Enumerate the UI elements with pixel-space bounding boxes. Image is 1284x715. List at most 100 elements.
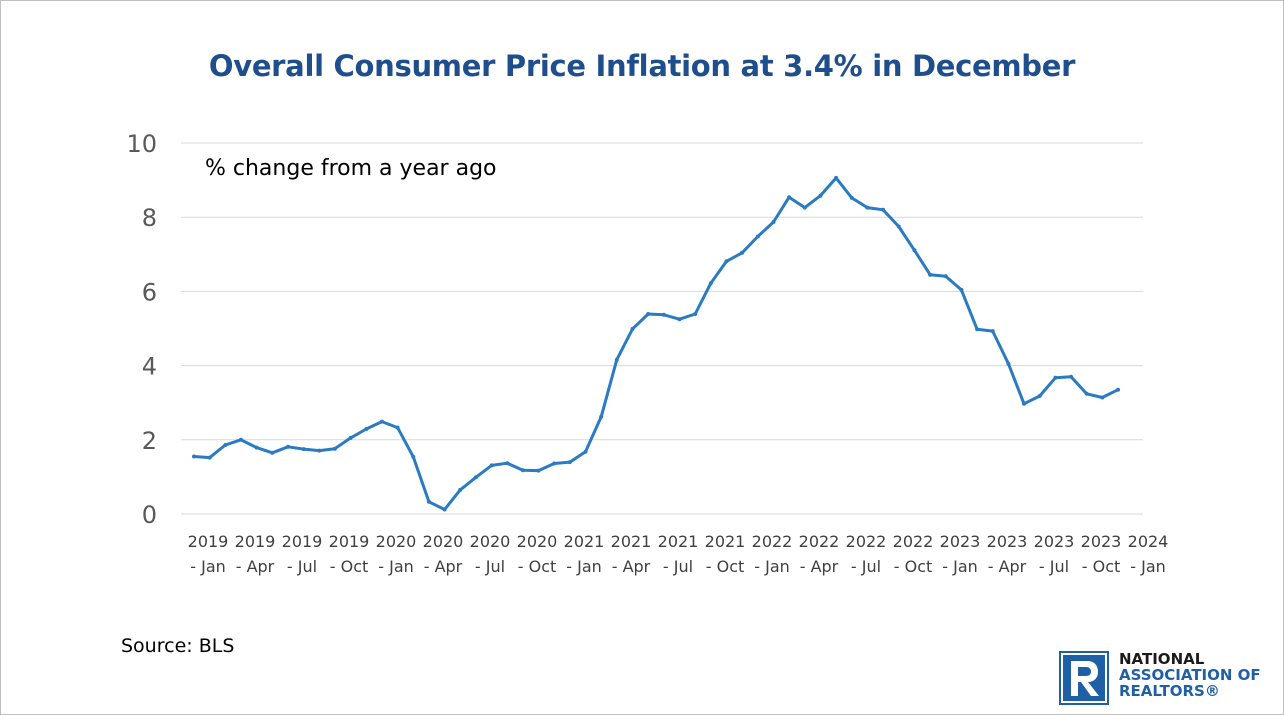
data-point — [912, 248, 917, 253]
logo-line-2: ASSOCIATION OF — [1119, 666, 1261, 684]
data-point — [301, 447, 306, 452]
x-tick-month: - Apr — [424, 557, 463, 576]
data-point — [724, 259, 729, 264]
x-tick-year: 2023 — [1081, 532, 1122, 551]
data-point — [364, 427, 369, 431]
data-point — [489, 463, 494, 468]
data-point — [959, 287, 964, 292]
data-point — [317, 448, 322, 453]
data-point — [239, 437, 243, 442]
data-point — [583, 449, 588, 454]
data-point — [395, 425, 400, 430]
x-tick-year: 2024 — [1128, 532, 1169, 551]
x-tick-year: 2020 — [423, 532, 464, 551]
data-point — [677, 317, 682, 322]
y-tick-label: 10 — [126, 130, 157, 158]
data-point — [332, 446, 337, 451]
nar-logo: NATIONAL ASSOCIATION OF REALTORS® — [1059, 651, 1281, 705]
data-point — [207, 455, 212, 460]
data-point — [661, 312, 666, 317]
data-point — [1022, 401, 1026, 406]
data-point — [928, 272, 933, 277]
logo-wordmark: NATIONAL ASSOCIATION OF REALTORS® — [1119, 651, 1261, 699]
x-tick-year: 2019 — [329, 532, 370, 551]
data-point — [614, 357, 619, 362]
series-line — [192, 176, 1120, 511]
x-tick-month: - Apr — [988, 557, 1027, 576]
chart-title: Overall Consumer Price Inflation at 3.4%… — [208, 49, 1076, 83]
data-point — [426, 499, 431, 504]
data-point — [802, 205, 807, 210]
data-point — [849, 195, 854, 200]
data-point — [646, 312, 651, 316]
data-points — [192, 175, 1120, 512]
data-point — [192, 454, 196, 459]
data-point — [1100, 395, 1105, 400]
data-point — [458, 487, 463, 492]
logo-line-3: REALTORS® — [1119, 682, 1220, 700]
logo-line-1: NATIONAL — [1119, 650, 1205, 668]
y-tick-label: 2 — [142, 427, 157, 455]
y-tick-label: 8 — [142, 204, 157, 232]
data-point — [223, 443, 228, 447]
data-point — [505, 461, 510, 466]
x-tick-month: - Apr — [800, 557, 839, 576]
data-point — [1084, 391, 1089, 396]
source-note: Source: BLS — [121, 635, 235, 657]
data-point — [348, 435, 353, 440]
x-tick-month: - Oct — [330, 557, 369, 576]
y-tick-label: 6 — [142, 278, 157, 306]
data-point — [599, 414, 604, 419]
data-point — [787, 195, 792, 200]
y-axis-ticks: 0 2 4 6 8 10 — [126, 130, 157, 529]
data-point — [473, 475, 478, 480]
x-tick-year: 2019 — [282, 532, 323, 551]
x-tick-month: - Jul — [663, 557, 693, 576]
data-point — [990, 329, 995, 334]
x-tick-month: - Jul — [851, 557, 881, 576]
data-point — [740, 250, 745, 255]
x-tick-year: 2022 — [893, 532, 934, 551]
x-tick-year: 2023 — [987, 532, 1028, 551]
x-tick-month: - Oct — [518, 557, 557, 576]
data-point — [834, 175, 839, 180]
realtor-r-icon — [1059, 651, 1109, 705]
data-point — [1053, 375, 1058, 380]
x-tick-month: - Jul — [1039, 557, 1069, 576]
x-tick-year: 2023 — [940, 532, 981, 551]
y-tick-label: 4 — [142, 353, 157, 381]
data-point — [755, 234, 760, 239]
x-tick-year: 2022 — [752, 532, 793, 551]
x-tick-month: - Oct — [1082, 557, 1121, 576]
x-tick-year: 2021 — [564, 532, 605, 551]
x-tick-year: 2022 — [846, 532, 887, 551]
x-tick-month: - Jan — [190, 557, 226, 576]
data-point — [818, 193, 823, 198]
data-point — [254, 445, 259, 450]
data-point — [693, 312, 698, 316]
data-point — [1116, 387, 1120, 392]
data-point — [411, 454, 416, 459]
x-tick-month: - Apr — [612, 557, 651, 576]
y-tick-label: 0 — [142, 501, 157, 529]
data-point — [896, 224, 901, 229]
x-tick-month: - Jan — [566, 557, 602, 576]
data-point — [536, 468, 541, 473]
data-point — [379, 419, 384, 424]
x-tick-month: - Jan — [1130, 557, 1166, 576]
x-tick-year: 2022 — [799, 532, 840, 551]
data-point — [943, 274, 948, 279]
data-point — [1069, 374, 1073, 379]
data-point — [865, 205, 870, 210]
data-point — [520, 468, 525, 473]
x-tick-year: 2021 — [658, 532, 699, 551]
x-tick-month: - Jul — [475, 557, 505, 576]
x-tick-year: 2020 — [376, 532, 417, 551]
data-point — [270, 450, 275, 455]
x-tick-year: 2021 — [611, 532, 652, 551]
x-tick-year: 2021 — [705, 532, 746, 551]
data-point — [771, 220, 776, 224]
x-tick-month: - Jan — [378, 557, 414, 576]
x-tick-month: - Jul — [287, 557, 317, 576]
